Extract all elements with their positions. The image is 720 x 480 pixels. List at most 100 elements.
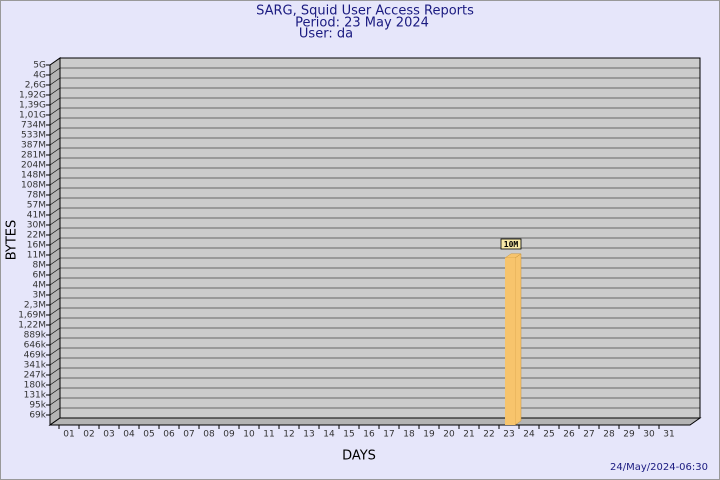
grid-line-wall xyxy=(49,167,61,176)
y-tick-label: 148M xyxy=(21,171,46,181)
grid-line-wall xyxy=(49,97,61,106)
grid-line-wall xyxy=(49,247,61,256)
grid-line-wall xyxy=(49,127,61,136)
y-tick-label: 1,92G xyxy=(19,91,46,101)
x-tick-label: 19 xyxy=(423,430,435,440)
x-tick-label: 06 xyxy=(163,430,175,440)
bar-side xyxy=(514,253,522,426)
x-tick-label: 01 xyxy=(63,430,74,440)
y-tick-label: 69k xyxy=(29,411,46,421)
grid-line-wall xyxy=(49,327,61,336)
footer-timestamp: 24/May/2024-06:30 xyxy=(610,462,708,473)
y-tick-label: 95k xyxy=(29,401,46,411)
grid-line-wall xyxy=(49,177,61,186)
y-axis-title: BYTES xyxy=(5,220,20,261)
grid-line-wall xyxy=(49,147,61,156)
grid-line-wall xyxy=(49,367,61,376)
x-tick-label: 23 xyxy=(503,430,514,440)
x-tick-label: 18 xyxy=(403,430,415,440)
y-tick-label: 4M xyxy=(33,281,47,291)
grid-line-wall xyxy=(49,137,61,146)
y-tick-label: 1,39G xyxy=(19,101,46,111)
y-tick-label: 204M xyxy=(21,161,46,171)
grid xyxy=(49,57,700,416)
grid-line-wall xyxy=(49,187,61,196)
y-tick-label: 533M xyxy=(21,131,46,141)
grid-line-wall xyxy=(49,347,61,356)
y-tick-label: 5G xyxy=(33,61,46,71)
y-tick-label: 30M xyxy=(27,221,46,231)
x-tick-label: 09 xyxy=(223,430,235,440)
x-tick-label: 20 xyxy=(443,430,455,440)
y-tick-label: 6M xyxy=(33,271,47,281)
grid-line-wall xyxy=(49,407,61,416)
y-tick-label: 131k xyxy=(24,391,47,401)
grid-line-wall xyxy=(49,287,61,296)
x-tick-label: 08 xyxy=(203,430,215,440)
x-tick-label: 07 xyxy=(183,430,194,440)
chart-subtitle: Period: 23 May 2024 xyxy=(295,16,429,31)
x-tick-label: 25 xyxy=(543,430,554,440)
x-tick-label: 10 xyxy=(243,430,255,440)
x-tick-label: 21 xyxy=(463,430,474,440)
x-tick-label: 27 xyxy=(583,430,594,440)
x-tick-label: 29 xyxy=(623,430,635,440)
y-tick-label: 247k xyxy=(24,371,47,381)
x-tick-label: 26 xyxy=(563,430,575,440)
y-tick-label: 646k xyxy=(24,341,47,351)
grid-line-wall xyxy=(49,277,61,286)
grid-line-wall xyxy=(49,87,61,96)
grid-line-wall xyxy=(49,117,61,126)
y-tick-label: 108M xyxy=(21,181,46,191)
x-tick-label: 16 xyxy=(363,430,375,440)
plot-floor xyxy=(48,417,702,426)
y-tick-label: 281M xyxy=(21,151,46,161)
grid-line-wall xyxy=(49,267,61,276)
x-tick-label: 11 xyxy=(263,430,274,440)
grid-line-wall xyxy=(49,237,61,246)
x-tick-label: 13 xyxy=(303,430,314,440)
grid-line-wall xyxy=(49,307,61,316)
grid-line-wall xyxy=(49,227,61,236)
chart-title: SARG, Squid User Access Reports xyxy=(256,4,474,19)
value-label-box xyxy=(500,238,522,250)
y-tick-label: 1,69M xyxy=(18,311,46,321)
grid-line-wall xyxy=(49,197,61,206)
bar xyxy=(505,257,515,425)
y-tick-label: 3M xyxy=(33,291,47,301)
y-tick-label: 469k xyxy=(24,351,47,361)
y-tick-label: 734M xyxy=(21,121,46,131)
x-tick-label: 24 xyxy=(523,430,535,440)
chart-user: User: da xyxy=(299,27,353,42)
value-label: 10M xyxy=(504,240,519,249)
y-tick-label: 1,01G xyxy=(19,111,46,121)
x-tick-label: 17 xyxy=(383,430,394,440)
grid-line-wall xyxy=(49,377,61,386)
y-tick-label: 2,3M xyxy=(24,301,46,311)
grid-line-wall xyxy=(49,257,61,266)
grid-line-wall xyxy=(49,217,61,226)
x-tick-label: 30 xyxy=(643,430,655,440)
grid-line-wall xyxy=(49,157,61,166)
y-tick-label: 11M xyxy=(27,251,46,261)
grid-line-wall xyxy=(49,357,61,366)
x-tick-label: 03 xyxy=(103,430,114,440)
x-tick-label: 14 xyxy=(323,430,335,440)
grid-line-wall xyxy=(49,77,61,86)
y-tick-label: 889k xyxy=(24,331,47,341)
y-tick-label: 180k xyxy=(24,381,47,391)
grid-line-wall xyxy=(49,317,61,326)
y-tick-label: 57M xyxy=(27,201,46,211)
y-tick-label: 22M xyxy=(27,231,46,241)
grid-line-wall xyxy=(49,337,61,346)
y-tick-label: 4G xyxy=(33,71,46,81)
y-tick-label: 16M xyxy=(27,241,46,251)
y-tick-label: 78M xyxy=(27,191,46,201)
grid-line-wall xyxy=(49,107,61,116)
x-axis-title: DAYS xyxy=(342,449,376,464)
x-tick-label: 05 xyxy=(143,430,154,440)
grid-line-wall xyxy=(49,57,61,66)
grid-line-wall xyxy=(49,297,61,306)
x-tick-label: 02 xyxy=(83,430,94,440)
